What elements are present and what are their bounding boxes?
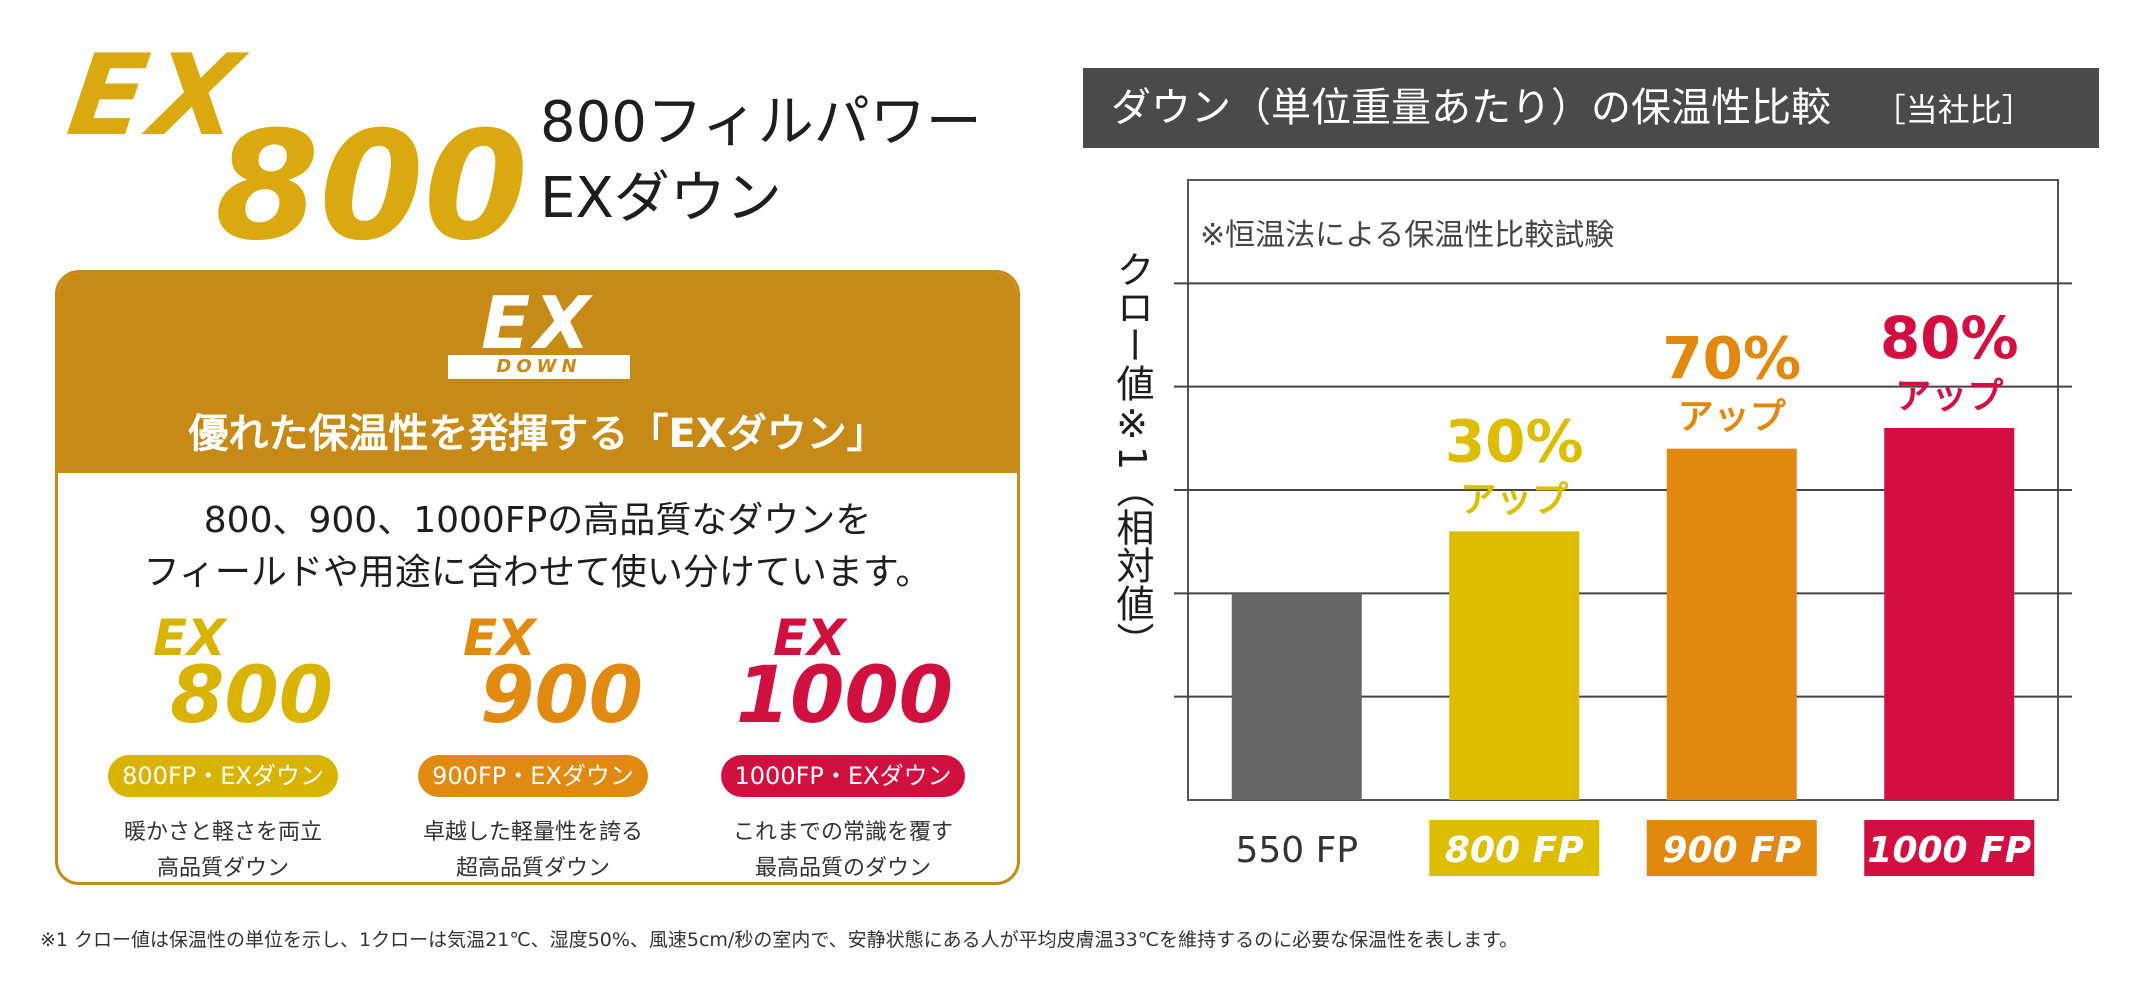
variant-pill: 1000FP・EXダウン bbox=[720, 755, 966, 797]
bar-900fp bbox=[1666, 448, 1797, 800]
variant-900: EX 900 900FP・EXダウン 卓越した軽量性を誇る 超高品質ダウン bbox=[383, 609, 683, 882]
variant-note-line2: 最高品質のダウン bbox=[754, 856, 931, 881]
bar-1000fp bbox=[1884, 428, 2015, 800]
variant-note: これまでの常識を覆す 最高品質のダウン bbox=[693, 815, 993, 882]
annotation-word: アップ bbox=[1678, 397, 1786, 438]
card-description: 800、900、1000FPの高品質なダウンを フィールドや用途に合わせて使い分… bbox=[58, 495, 1017, 599]
card-headline: 優れた保温性を発揮する「EXダウン」 bbox=[188, 411, 887, 457]
bars bbox=[1231, 428, 2015, 800]
badge-ex: EX bbox=[481, 281, 594, 365]
variant-note-line2: 高品質ダウン bbox=[156, 856, 289, 881]
product-title-line2: EXダウン bbox=[540, 166, 782, 231]
variant-number: 800 bbox=[170, 651, 333, 741]
feature-card: EX DOWN 優れた保温性を発揮する「EXダウン」 800、900、1000F… bbox=[55, 270, 1020, 885]
x-tick-badge bbox=[1646, 820, 1817, 876]
logo-number: 800 bbox=[215, 100, 529, 274]
chart-ylabel: クロー値※1（相対値） bbox=[1110, 250, 1154, 661]
bar-550fp bbox=[1231, 593, 1362, 800]
variant-1000: EX 1000 1000FP・EXダウン これまでの常識を覆す 最高品質のダウン bbox=[693, 609, 993, 882]
variant-pill: 900FP・EXダウン bbox=[418, 755, 648, 797]
annotation-word: アップ bbox=[1460, 479, 1568, 520]
chart-banner: ダウン（単位重量あたり）の保温性比較 ［当社比］ bbox=[1083, 68, 2099, 148]
variant-note: 暖かさと軽さを両立 高品質ダウン bbox=[73, 815, 373, 882]
variant-ex: EX bbox=[463, 609, 536, 667]
variant-number: 900 bbox=[480, 651, 643, 741]
variant-number: 1000 bbox=[735, 651, 953, 741]
chart-note: ※恒温法による保温性比較試験 bbox=[1200, 218, 1614, 253]
x-tick-badge bbox=[1864, 820, 2035, 876]
x-tick-label: 800 FP bbox=[1445, 830, 1584, 871]
variant-800: EX 800 800FP・EXダウン 暖かさと軽さを両立 高品質ダウン bbox=[73, 609, 373, 882]
product-title: 800フィルパワー EXダウン bbox=[540, 85, 982, 237]
x-tick-label: 1000 FP bbox=[1867, 830, 2031, 871]
card-header: EX DOWN 優れた保温性を発揮する「EXダウン」 bbox=[58, 273, 1017, 473]
annotation-percent: 80% bbox=[1880, 304, 2019, 372]
variant-note-line1: 暖かさと軽さを両立 bbox=[123, 820, 322, 845]
annotation-percent: 70% bbox=[1662, 325, 1801, 393]
product-title-line1: 800フィルパワー bbox=[540, 90, 982, 155]
variant-note: 卓越した軽量性を誇る 超高品質ダウン bbox=[383, 815, 683, 882]
x-tick-labels: 550 FP 800 FP 900 FP 1000 FP bbox=[1235, 820, 2035, 876]
x-tick-badge bbox=[1429, 820, 1600, 876]
variant-note-line2: 超高品質ダウン bbox=[455, 856, 610, 881]
annotation-word: アップ bbox=[1895, 376, 2003, 417]
x-tick-label: 550 FP bbox=[1235, 830, 1358, 871]
annotation-percent: 30% bbox=[1445, 407, 1584, 475]
variant-ex: EX bbox=[773, 609, 846, 667]
chart-tag: ［当社比］ bbox=[1873, 91, 2034, 129]
badge-down: DOWN bbox=[448, 355, 630, 379]
variant-note-line1: これまでの常識を覆す bbox=[732, 820, 953, 845]
card-desc-line2: フィールドや用途に合わせて使い分けています。 bbox=[143, 552, 932, 593]
x-tick-label: 900 FP bbox=[1662, 830, 1801, 871]
variant-pill: 800FP・EXダウン bbox=[108, 755, 338, 797]
variant-ex: EX bbox=[153, 609, 226, 667]
card-desc-line1: 800、900、1000FPの高品質なダウンを bbox=[203, 500, 872, 541]
chart-title: ダウン（単位重量あたり）の保温性比較 bbox=[1111, 85, 1831, 131]
bar-800fp bbox=[1449, 531, 1580, 800]
footnote: ※1 クロー値は保温性の単位を示し、1クローは気温21℃、湿度50%、風速5cm… bbox=[40, 929, 1519, 951]
variant-note-line1: 卓越した軽量性を誇る bbox=[422, 820, 643, 845]
